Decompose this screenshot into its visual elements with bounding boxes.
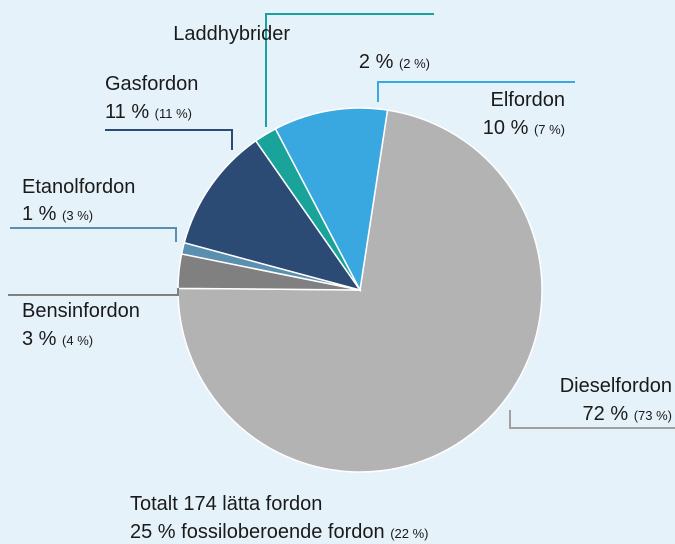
leader-line [377,81,575,102]
previous-value-label: (3 %) [62,208,93,223]
leader-line [105,129,233,150]
footnote-text: 25 % fossiloberoende fordon [130,521,385,543]
previous-value-label: (73 %) [634,408,672,423]
footnote: 25 % fossiloberoende fordon (22 %) [130,521,428,543]
slice-label: Laddhybrider [173,23,290,45]
leader-line [8,288,179,296]
slice-label: Bensinfordon [22,300,140,322]
slice-value: 3 % (4 %) [22,328,93,350]
footnote-note: (22 %) [390,526,428,541]
slice-value: 1 % (3 %) [22,203,93,225]
pie-slice [274,107,389,293]
pie-slice [183,139,362,292]
footnote: Totalt 174 lätta fordon [130,493,322,515]
slice-value: 72 % (73 %) [583,403,672,425]
previous-value-label: (11 %) [155,106,192,121]
leader-line [509,410,675,429]
slice-label: Dieselfordon [560,375,672,397]
value-label: 3 % [22,328,57,350]
slice-value: 11 % (11 %) [105,101,192,123]
previous-value-label: (4 %) [62,333,93,348]
previous-value-label: (7 %) [534,122,565,137]
value-label: 72 % [583,403,629,425]
slice-label: Gasfordon [105,73,198,95]
slice-label: Elfordon [491,89,566,111]
value-label: 10 % [483,117,529,139]
slice-label: Etanolfordon [22,176,135,198]
leader-line [265,13,434,127]
value-label: 1 % [22,203,57,225]
value-label: 2 % [359,51,394,73]
slice-value: 10 % (7 %) [483,117,565,139]
slice-value: 2 % (2 %) [359,51,430,73]
leader-line [10,227,177,242]
previous-value-label: (2 %) [399,56,430,71]
value-label: 11 % [105,101,149,123]
